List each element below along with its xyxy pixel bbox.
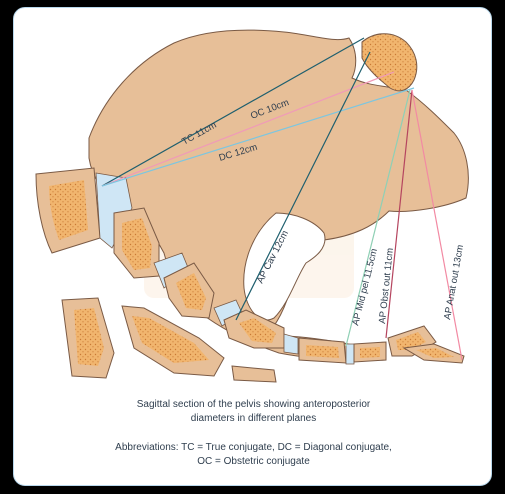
ap-obst-line — [385, 89, 413, 339]
coccyx-tip-marrow — [396, 332, 426, 350]
vertebra-coccyx-1-marrow — [306, 345, 339, 358]
ap-cav-line — [235, 51, 371, 321]
ap-mid-label: AP Mid pel 11.5cm — [350, 247, 380, 326]
abbreviations-line-1: Abbreviations: TC = True conjugate, DC =… — [115, 442, 392, 453]
dc-line — [101, 87, 415, 187]
ramus-fragment-marrow — [132, 316, 209, 363]
obturator-foramen — [243, 212, 326, 321]
vertebra-s1-marrow — [122, 218, 152, 270]
coccyx-end-marrow — [416, 348, 454, 358]
vertebra-l5-marrow — [49, 180, 88, 240]
abbreviations: Abbreviations: TC = True conjugate, DC =… — [14, 441, 491, 469]
disc-5 — [345, 343, 355, 365]
vertebra-s3-marrow — [239, 318, 276, 343]
small-fragment — [231, 365, 277, 383]
disc-4 — [283, 333, 299, 355]
caption-line-2: diameters in different planes — [190, 413, 317, 424]
ap-obst-label: AP Obst out 11cm — [377, 247, 396, 324]
caption-line-1: Sagittal section of the pelvis showing a… — [136, 399, 371, 410]
measurement-lines — [101, 37, 463, 361]
tc-line — [101, 37, 365, 187]
abbreviations-line-2: OC = Obstetric conjugate — [197, 456, 310, 467]
pubis-bone — [361, 33, 418, 92]
pelvis-sagittal-diagram: TC 11cm OC 10cm DC 12cm AP Cav 12cm AP M… — [35, 29, 469, 383]
ischium-fragment-marrow — [74, 308, 104, 366]
ap-anat-label: AP Anat out 13cm — [442, 244, 466, 321]
figure-card: TC 11cm OC 10cm DC 12cm AP Cav 12cm AP M… — [13, 7, 492, 486]
vertebra-s2-marrow — [176, 273, 206, 310]
ap-mid-line — [345, 89, 411, 347]
sacrum — [35, 167, 465, 365]
ap-anat-line — [411, 89, 463, 361]
figure-caption: Sagittal section of the pelvis showing a… — [14, 398, 491, 426]
oc-line — [101, 71, 395, 187]
vertebra-coccyx-2-marrow — [360, 347, 380, 358]
